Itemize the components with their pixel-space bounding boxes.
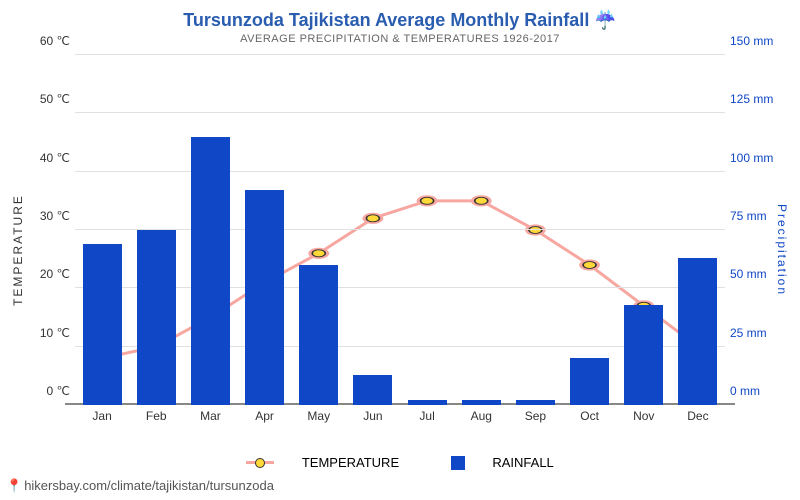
x-tick-label: Jul <box>419 409 434 423</box>
left-tick: 10 ℃ <box>40 326 75 340</box>
rainfall-bar <box>516 400 555 405</box>
rainfall-bar <box>83 244 122 405</box>
x-tick-label: Sep <box>525 409 546 423</box>
left-tick: 50 ℃ <box>40 92 75 106</box>
x-tick-label: May <box>307 409 330 423</box>
x-tick-label: Nov <box>633 409 654 423</box>
legend-temperature: TEMPERATURE <box>234 454 415 469</box>
right-tick: 50 mm <box>725 267 767 281</box>
rainfall-bar <box>678 258 717 405</box>
right-tick: 0 mm <box>725 384 760 398</box>
right-tick: 25 mm <box>725 326 767 340</box>
source-text: hikersbay.com/climate/tajikistan/tursunz… <box>24 478 274 493</box>
gridline <box>75 54 725 55</box>
rainfall-bar <box>624 305 663 405</box>
legend: TEMPERATURE RAINFALL <box>0 453 800 470</box>
gridline <box>75 171 725 172</box>
title-area: Tursunzoda Tajikistan Average Monthly Ra… <box>0 0 800 47</box>
right-tick: 150 mm <box>725 34 773 48</box>
rainfall-bar <box>462 400 501 405</box>
x-tick-label: Apr <box>255 409 274 423</box>
right-tick: 125 mm <box>725 92 773 106</box>
left-tick: 60 ℃ <box>40 34 75 48</box>
rainfall-bar <box>299 265 338 405</box>
chart-title: Tursunzoda Tajikistan Average Monthly Ra… <box>0 10 800 31</box>
legend-rainfall: RAINFALL <box>439 454 566 469</box>
left-tick: 40 ℃ <box>40 151 75 165</box>
source-attribution: 📍hikersbay.com/climate/tajikistan/tursun… <box>6 478 274 494</box>
x-tick-label: Oct <box>580 409 599 423</box>
x-tick-label: Feb <box>146 409 167 423</box>
pin-icon: 📍 <box>6 478 22 493</box>
right-axis-title: Precipitation <box>775 204 789 296</box>
rainfall-bar <box>245 190 284 405</box>
left-axis-title: TEMPERATURE <box>11 194 25 306</box>
bar-marker-icon <box>451 456 465 470</box>
plot-area: 0 ℃10 ℃20 ℃30 ℃40 ℃50 ℃60 ℃0 mm25 mm50 m… <box>75 55 725 405</box>
x-tick-label: Mar <box>200 409 221 423</box>
rainfall-bar <box>137 230 176 405</box>
right-tick: 75 mm <box>725 209 767 223</box>
chart-subtitle: AVERAGE PRECIPITATION & TEMPERATURES 192… <box>0 33 800 45</box>
left-tick: 0 ℃ <box>47 384 75 398</box>
x-tick-label: Aug <box>471 409 492 423</box>
rainfall-bar <box>353 375 392 405</box>
line-marker-icon <box>246 461 274 464</box>
left-tick: 30 ℃ <box>40 209 75 223</box>
rainfall-bar <box>191 137 230 405</box>
right-tick: 100 mm <box>725 151 773 165</box>
chart-area: 0 ℃10 ℃20 ℃30 ℃40 ℃50 ℃60 ℃0 mm25 mm50 m… <box>75 55 725 425</box>
left-tick: 20 ℃ <box>40 267 75 281</box>
x-tick-label: Jan <box>92 409 111 423</box>
gridline <box>75 112 725 113</box>
rainfall-bar <box>570 358 609 405</box>
rainfall-bar <box>408 400 447 405</box>
x-tick-label: Dec <box>687 409 708 423</box>
x-tick-label: Jun <box>363 409 382 423</box>
